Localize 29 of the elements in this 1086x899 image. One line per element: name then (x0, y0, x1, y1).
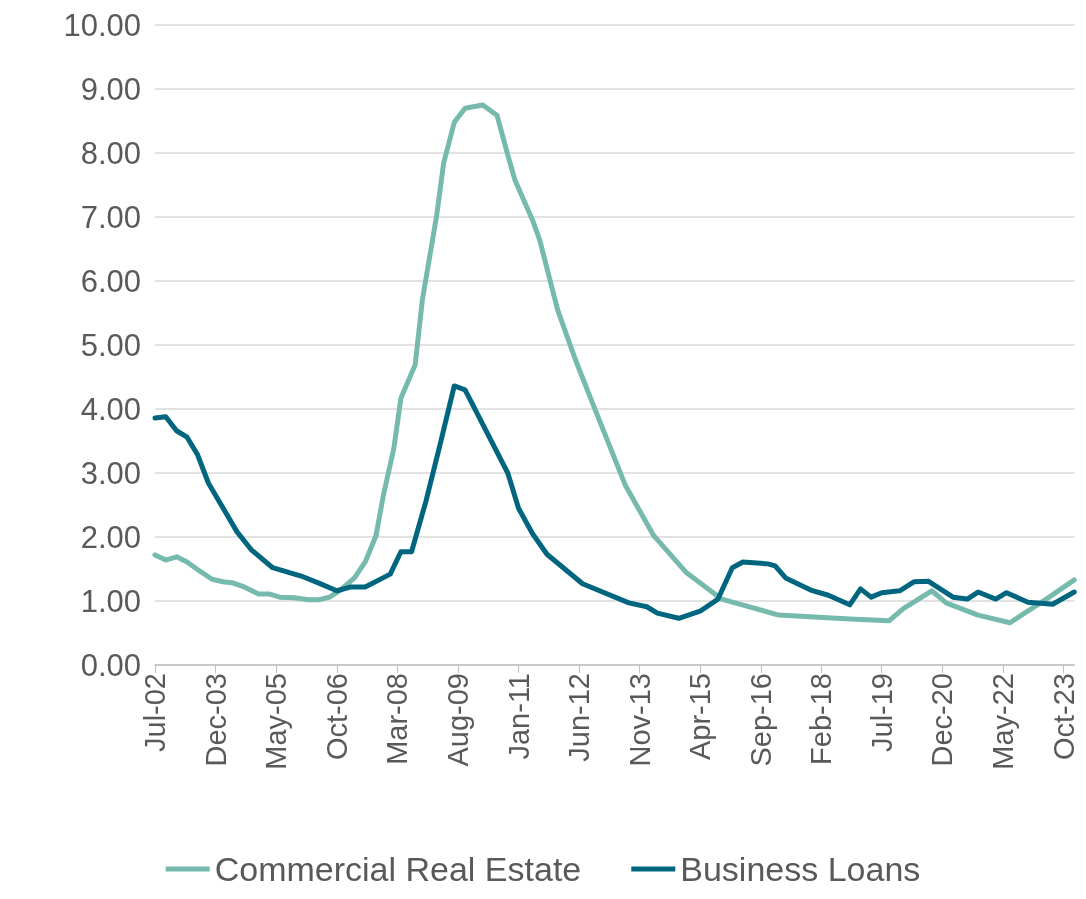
x-tick-label: Mar-08 (381, 673, 414, 765)
y-tick-label: 7.00 (80, 199, 141, 235)
x-tick-label: Nov-13 (623, 673, 656, 767)
x-tick-label: Dec-20 (926, 673, 959, 767)
x-tick-label: May-22 (986, 673, 1019, 770)
x-tick-label: Sep-16 (744, 673, 777, 767)
x-tick-label: Aug-09 (441, 673, 474, 767)
legend-label: Commercial Real Estate (214, 850, 582, 888)
y-tick-label: 10.00 (63, 7, 141, 43)
x-tick-label: Dec-03 (199, 673, 232, 767)
y-tick-label: 5.00 (80, 327, 141, 363)
x-tick-label: Jul-19 (865, 673, 898, 752)
x-tick-label: Jun-12 (563, 673, 596, 762)
y-tick-label: 0.00 (80, 647, 141, 683)
y-tick-label: 1.00 (80, 583, 141, 619)
x-tick-label: May-05 (260, 673, 293, 770)
y-tick-label: 8.00 (80, 135, 141, 171)
x-tick-label: Jan-11 (502, 673, 535, 760)
y-tick-label: 3.00 (80, 455, 141, 491)
y-tick-label: 9.00 (80, 71, 141, 107)
y-tick-label: 6.00 (80, 263, 141, 299)
x-tick-label: Oct-23 (1047, 673, 1080, 761)
legend-label: Business Loans (680, 850, 921, 888)
x-tick-label: Oct-06 (320, 673, 353, 761)
x-tick-label: Jul-02 (139, 673, 171, 752)
y-tick-label: 4.00 (80, 391, 141, 427)
x-tick-label: Feb-18 (805, 673, 838, 765)
y-tick-label: 2.00 (80, 519, 141, 555)
x-tick-label: Apr-15 (684, 673, 717, 761)
